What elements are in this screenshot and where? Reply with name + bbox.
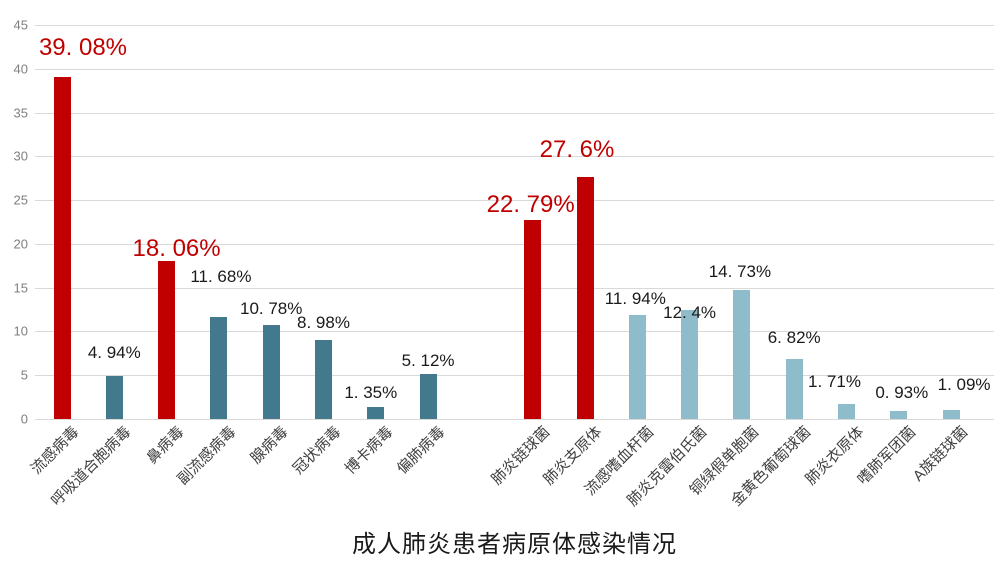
bar bbox=[419, 374, 437, 419]
bar bbox=[53, 76, 71, 419]
bar bbox=[315, 340, 332, 419]
bar bbox=[733, 290, 751, 419]
bar bbox=[576, 177, 594, 419]
gridline bbox=[35, 375, 994, 377]
bar-value-label: 11. 68% bbox=[190, 267, 252, 287]
y-axis-tick-label: 45 bbox=[13, 17, 28, 33]
gridline bbox=[35, 156, 994, 158]
y-axis-tick-label: 0 bbox=[20, 411, 28, 427]
gridline bbox=[35, 243, 994, 245]
bar-value-label: 12. 4% bbox=[663, 302, 717, 322]
bar bbox=[210, 316, 228, 419]
bar-value-label: 5. 12% bbox=[401, 350, 455, 370]
y-axis-tick-label: 30 bbox=[13, 148, 28, 164]
bar-value-label: 1. 09% bbox=[937, 374, 991, 394]
chart-title: 成人肺炎患者病原体感染情况 bbox=[352, 531, 677, 558]
y-axis-tick-label: 25 bbox=[13, 192, 28, 208]
gridline bbox=[35, 200, 994, 202]
y-axis-tick-label: 5 bbox=[20, 367, 28, 383]
bar-value-label: 1. 71% bbox=[808, 372, 861, 392]
bar-value-label: 27. 6% bbox=[539, 135, 615, 163]
bar-value-label: 8. 98% bbox=[297, 312, 350, 332]
bar-value-label: 39. 08% bbox=[38, 34, 128, 62]
bar bbox=[942, 409, 960, 419]
bar bbox=[524, 219, 542, 419]
bar bbox=[838, 404, 855, 419]
bar-value-label: 22. 79% bbox=[486, 191, 575, 219]
y-axis-tick-label: 15 bbox=[13, 280, 28, 296]
bar bbox=[105, 375, 123, 419]
bar-value-label: 14. 73% bbox=[708, 262, 772, 282]
y-axis-tick-label: 10 bbox=[13, 323, 28, 339]
bar bbox=[628, 314, 646, 419]
gridline bbox=[35, 419, 994, 420]
gridline bbox=[35, 287, 994, 289]
y-axis-tick-label: 20 bbox=[13, 236, 28, 252]
bar-value-label: 4. 94% bbox=[87, 343, 141, 363]
bar bbox=[262, 324, 280, 419]
gridline bbox=[35, 25, 994, 26]
gridline bbox=[35, 112, 994, 114]
gridline bbox=[35, 331, 994, 333]
bar bbox=[367, 407, 385, 419]
bar-value-label: 1. 35% bbox=[344, 382, 398, 402]
bar bbox=[785, 359, 803, 419]
bar bbox=[158, 260, 176, 419]
y-axis-tick-label: 40 bbox=[13, 61, 28, 77]
bar-value-label: 10. 78% bbox=[239, 298, 303, 318]
bar bbox=[681, 310, 699, 419]
bar bbox=[890, 410, 908, 419]
y-axis-tick-label: 35 bbox=[13, 105, 28, 121]
bar-value-label: 6. 82% bbox=[767, 327, 821, 347]
bar-value-label: 18. 06% bbox=[132, 234, 221, 262]
bar-value-label: 11. 94% bbox=[604, 288, 666, 308]
bar-value-label: 0. 93% bbox=[875, 383, 929, 403]
gridline bbox=[35, 68, 994, 70]
